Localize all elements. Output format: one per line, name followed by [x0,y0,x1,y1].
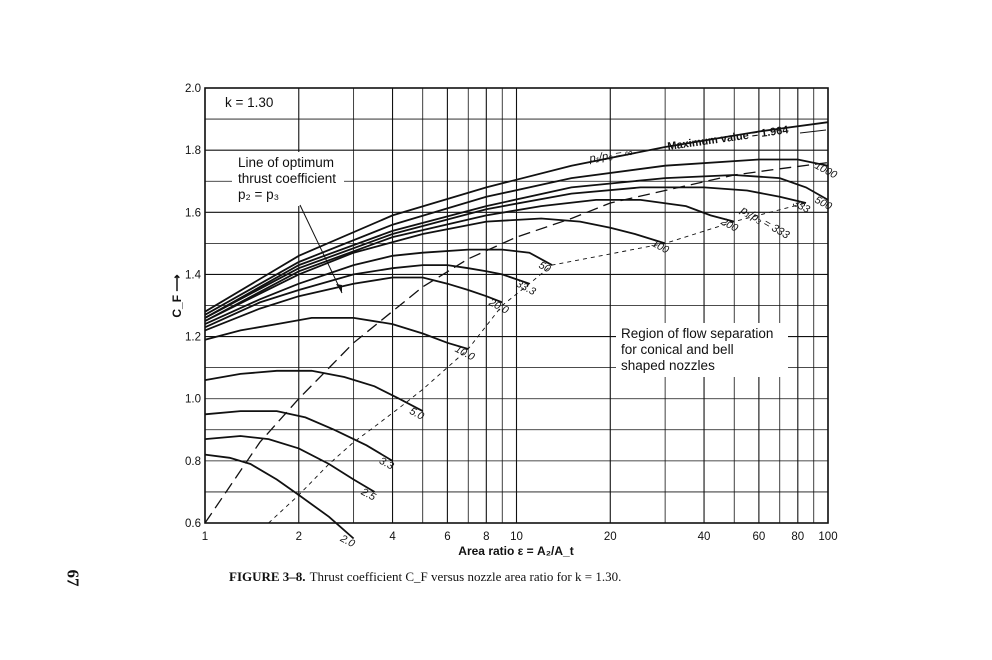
curve-label-20-0: 20.0 [486,296,511,317]
optimum-pointer-arrowhead [336,284,342,293]
curve-label-2-5: 2.5 [358,486,378,504]
region-label-line1: Region of flow separation [621,326,773,341]
curve-label-10-0: 10.0 [453,343,477,363]
curve-p1p3-333 [204,186,807,319]
y-tick-label: 0.6 [185,518,201,530]
y-tick-label: 1.4 [185,269,202,281]
figure-caption-lead: FIGURE 3–8. [229,569,306,584]
curve-p1p3-5-0 [204,369,424,412]
y-tick-label: 2.0 [185,83,201,95]
y-tick-label: 1.6 [185,207,201,219]
curve-p1p3-20-0 [204,276,503,332]
region-label-line2: for conical and bell [621,342,734,357]
x-tick-label: 2 [296,531,302,543]
x-tick-label: 80 [791,531,804,543]
optimum-label-line3: p₂ = p₃ [238,187,279,202]
curve-p1p3-50 [204,248,553,325]
curve-p1p3-2-5 [204,435,375,493]
figure-caption: FIGURE 3–8. Thrust coefficient C_F versus… [229,569,621,585]
x-tick-label: 1 [202,531,208,543]
max-value-arrow [799,129,827,134]
curve-label-2-0: 2.0 [337,532,357,550]
curve-p1p3-∞ [204,121,829,313]
page-number: 67 [63,569,83,587]
curve-p1p3-100 [204,217,666,322]
flow-separation-line [268,202,807,524]
x-axis-ticks: 1 2 4 6 8 10 20 40 60 80 100 [202,531,838,543]
x-tick-label: 20 [604,531,617,543]
ratio-333-label: p₁/p₃ = 333 [738,204,792,242]
y-axis-ticks: 0.6 0.8 1.0 1.2 1.4 1.6 1.8 2.0 [185,83,202,530]
optimum-pointer [299,204,343,294]
x-tick-label: 10 [510,531,523,543]
x-tick-label: 100 [818,531,837,543]
y-tick-label: 1.0 [185,394,201,406]
curve-p1p3-500 [204,174,829,319]
y-tick-label: 1.8 [185,145,201,157]
max-value-label: Maximum value = 1.964 [667,124,790,153]
series-layer [204,121,829,540]
curve-p1p3-1000 [204,158,829,316]
y-tick-label: 0.8 [185,456,201,468]
region-label-bg [616,323,788,377]
curve-label-5-0: 5.0 [407,405,426,423]
curve-label-1000: 1000 [813,160,839,182]
x-tick-label: 4 [389,531,396,543]
optimum-label-line1: Line of optimum [238,155,334,170]
optimum-label-bg [232,152,344,206]
figure-caption-text: Thrust coefficient C_F versus nozzle are… [309,569,622,584]
x-tick-label: 40 [698,531,711,543]
curve-p1p3-3-3 [204,410,393,462]
x-tick-label: 6 [444,531,450,543]
curve-label-333: 333 [791,197,812,216]
curve-label-500: 500 [813,194,834,213]
curve-p1p3-2-0 [204,453,355,540]
optimum-label-line2: thrust coefficient [238,171,336,186]
y-axis-label: C_F ⟶ [170,274,184,317]
curve-p1p3-10-0 [204,317,469,350]
region-label-line3: shaped nozzles [621,358,715,373]
x-tick-label: 8 [483,531,489,543]
curve-label-33-3: 33.3 [514,278,538,298]
plot-frame [204,87,829,524]
x-tick-label: 60 [752,531,765,543]
x-axis-label: Area ratio ε = A₂/A_t [458,544,573,558]
y-tick-label: 1.2 [185,332,201,344]
k-label-bg [220,91,282,113]
curve-p1p3-33-3 [204,264,530,329]
curve-label-50: 50 [537,259,553,275]
curve-p1p3-200 [204,199,735,322]
k-label: k = 1.30 [225,95,273,110]
curve-label-100: 100 [650,237,671,256]
